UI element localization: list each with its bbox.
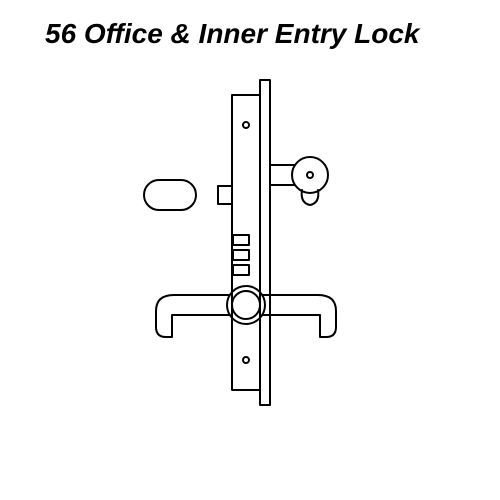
lock-diagram: [0, 0, 500, 500]
